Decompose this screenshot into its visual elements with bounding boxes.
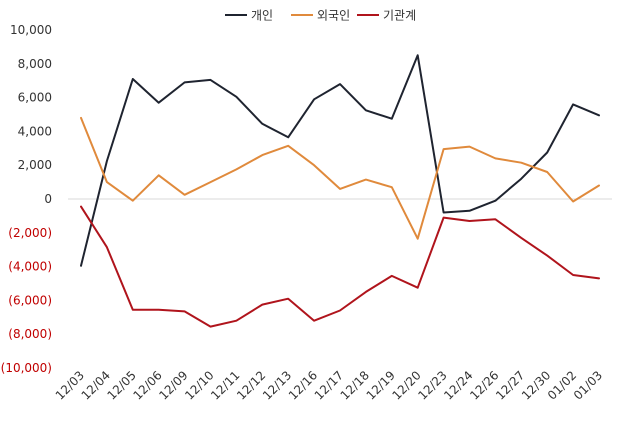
y-axis: 10,000 8,000 6,000 4,000 2,000 0 (2,000) (4,000… xyxy=(1,23,52,375)
x-tick-label: 12/09 xyxy=(156,368,190,402)
series-line-개인 xyxy=(80,54,600,267)
y-tick-label: 8,000 xyxy=(18,57,52,71)
y-tick-label: (2,000) xyxy=(8,226,52,240)
x-tick-label: 12/03 xyxy=(53,368,87,402)
x-tick-label: 12/19 xyxy=(364,368,398,402)
x-tick-label: 12/06 xyxy=(130,368,164,402)
x-tick-label: 12/20 xyxy=(389,368,423,402)
x-tick-label: 12/12 xyxy=(234,368,268,402)
y-tick-label: 6,000 xyxy=(18,91,52,105)
x-tick-label: 12/23 xyxy=(415,368,449,402)
x-tick-label: 01/02 xyxy=(545,368,579,402)
x-tick-label: 12/27 xyxy=(493,368,527,402)
x-tick-label: 12/24 xyxy=(441,368,475,402)
y-tick-label: 0 xyxy=(44,192,52,206)
x-tick-label: 12/30 xyxy=(519,368,553,402)
x-tick-label: 12/18 xyxy=(338,368,372,402)
x-tick-label: 12/10 xyxy=(182,368,216,402)
x-tick-label: 12/13 xyxy=(260,368,294,402)
legend: 개인 외국인 기관계 xyxy=(225,9,416,23)
y-tick-label: 10,000 xyxy=(10,23,52,37)
x-tick-label: 12/05 xyxy=(105,368,139,402)
x-tick-label: 12/26 xyxy=(467,368,501,402)
series-line-외국인 xyxy=(80,116,600,240)
x-tick-label: 01/03 xyxy=(571,368,605,402)
legend-label: 기관계 xyxy=(383,9,416,23)
y-tick-label: (10,000) xyxy=(1,361,52,375)
x-tick-label: 12/04 xyxy=(79,368,113,402)
y-tick-label: (6,000) xyxy=(8,293,52,307)
y-tick-label: (4,000) xyxy=(8,260,52,274)
y-tick-label: (8,000) xyxy=(8,327,52,341)
x-tick-label: 12/17 xyxy=(312,368,346,402)
x-axis: 12/0312/0412/0512/0612/0912/1012/1112/12… xyxy=(53,368,605,402)
legend-label: 외국인 xyxy=(317,9,350,23)
y-tick-label: 2,000 xyxy=(18,158,52,172)
y-tick-label: 4,000 xyxy=(18,124,52,138)
x-tick-label: 12/16 xyxy=(286,368,320,402)
legend-label: 개인 xyxy=(251,9,273,23)
x-tick-label: 12/11 xyxy=(208,368,242,402)
series-group xyxy=(80,54,600,328)
series-line-기관계 xyxy=(80,205,600,328)
